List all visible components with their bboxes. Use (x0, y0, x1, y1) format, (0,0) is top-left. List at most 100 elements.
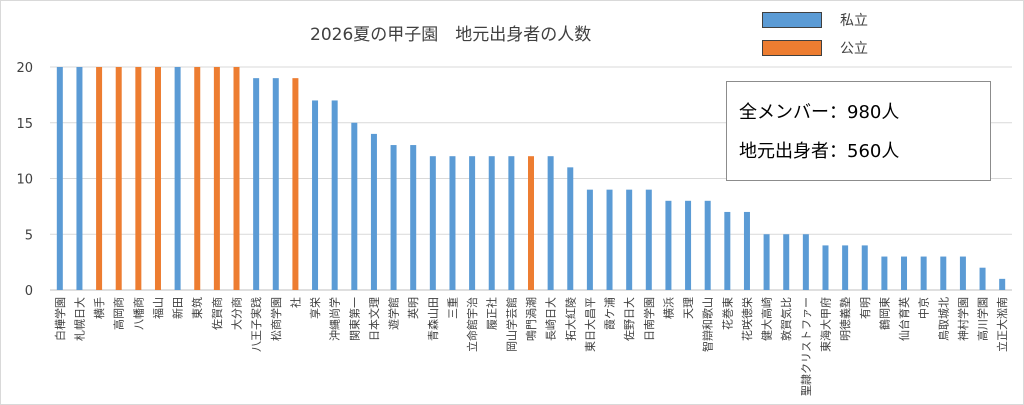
legend-item-private: 私立 (762, 8, 902, 32)
bar (76, 67, 83, 290)
x-category-label: 立正大淞南 (995, 297, 1009, 352)
x-category-label: 中京 (917, 297, 931, 319)
x-category-label: 天理 (682, 297, 695, 319)
x-category-label: 高川学園 (976, 297, 990, 341)
x-category-label: 有明 (858, 297, 872, 319)
x-category-label: 東筑 (190, 297, 204, 319)
x-category-label: 札幌日大 (72, 297, 86, 341)
x-category-label: 白樺学園 (53, 297, 67, 341)
bar (174, 67, 181, 290)
x-category-label: 八幡商 (131, 297, 145, 330)
bar (999, 278, 1006, 290)
bar (724, 211, 731, 290)
x-category-label: 八王子実践 (249, 297, 263, 352)
bar (881, 256, 888, 290)
x-category-label: 敦賀気比 (779, 297, 793, 341)
x-category-label: 鳥取城北 (936, 297, 950, 341)
bar (586, 189, 593, 290)
x-category-label: 三重 (445, 297, 459, 319)
x-category-label: 関東第一 (347, 297, 361, 341)
bar (194, 67, 201, 290)
bar (331, 100, 338, 290)
bar (940, 256, 947, 290)
bar (685, 200, 692, 290)
x-category-label: 横手 (92, 297, 106, 319)
bar (292, 78, 299, 291)
x-category-label: 仙台育英 (897, 297, 911, 341)
x-category-label: 智辯和歌山 (701, 297, 715, 352)
bar (901, 256, 908, 290)
bar (96, 67, 103, 290)
bar (743, 211, 750, 290)
legend-label-private: 私立 (840, 13, 868, 29)
x-category-label: 東海大甲府 (818, 297, 832, 352)
x-category-label: 大分商 (230, 297, 244, 330)
bar (253, 78, 260, 291)
x-category-label: 東日大昌平 (583, 297, 597, 352)
x-category-label: 霞ケ浦 (604, 297, 617, 330)
bar (390, 145, 397, 290)
bar (154, 67, 161, 290)
bar (802, 234, 809, 290)
y-tick-label: 15 (16, 117, 33, 132)
x-category-label: 岡山学芸館 (504, 297, 518, 352)
bar (528, 156, 534, 290)
x-category-label: 高岡商 (112, 297, 126, 330)
x-category-label: 享栄 (308, 297, 322, 319)
x-category-label: 社 (288, 297, 302, 308)
bar (567, 167, 574, 290)
x-category-label: 日本文理 (367, 297, 381, 341)
x-category-label: 健大高崎 (760, 297, 774, 341)
x-category-label: 立命館宇治 (465, 297, 479, 352)
bar (626, 189, 633, 290)
bar (351, 122, 358, 290)
bar (115, 67, 122, 290)
bar (861, 245, 868, 290)
x-category-label: 英明 (406, 297, 420, 319)
bar (135, 67, 142, 290)
x-category-label: 遊学館 (387, 297, 401, 330)
x-category-label: 新田 (171, 297, 185, 319)
y-tick-label: 5 (25, 228, 33, 243)
x-category-label: 履正社 (485, 297, 499, 330)
summary-total-members: 全メンバー：980人 (739, 102, 900, 123)
bar (449, 156, 456, 290)
bar (233, 67, 240, 290)
y-tick-label: 20 (16, 61, 33, 76)
bar (56, 67, 63, 290)
x-category-label: 鶴岡東 (877, 297, 891, 330)
bar (704, 200, 711, 290)
bar (763, 234, 770, 290)
bar (606, 189, 613, 290)
bar (312, 100, 319, 290)
x-category-label: 鳴門渦潮 (524, 297, 538, 341)
x-category-label: 沖縄尚学 (328, 297, 342, 341)
legend-swatch-private (762, 12, 822, 28)
bar (645, 189, 652, 290)
summary-box: 全メンバー：980人 地元出身者：560人 (726, 81, 991, 181)
x-category-label: 花巻東 (721, 297, 734, 330)
bar (469, 156, 476, 290)
bar (547, 156, 554, 290)
x-category-label: 福山 (151, 297, 165, 319)
bar (488, 156, 495, 290)
bar (272, 78, 279, 291)
x-category-label: 横浜 (661, 297, 675, 319)
x-category-label: 長崎日大 (544, 297, 558, 341)
bar (213, 67, 220, 290)
chart-title: 2026夏の甲子園 地元出身者の人数 (310, 25, 592, 45)
bar (508, 156, 515, 290)
legend-item-public: 公立 (762, 36, 902, 60)
bar (842, 245, 849, 290)
legend-label-public: 公立 (840, 41, 868, 57)
y-tick-label: 0 (25, 284, 33, 299)
bar (959, 256, 966, 290)
summary-local-players: 地元出身者：560人 (739, 141, 900, 162)
x-category-label: 拓大紅陵 (563, 297, 577, 341)
bar (979, 267, 986, 290)
legend: 私立 公立 (762, 8, 902, 64)
legend-swatch-public (762, 40, 822, 56)
bar (370, 133, 377, 290)
x-category-label: 佐賀商 (210, 297, 224, 330)
